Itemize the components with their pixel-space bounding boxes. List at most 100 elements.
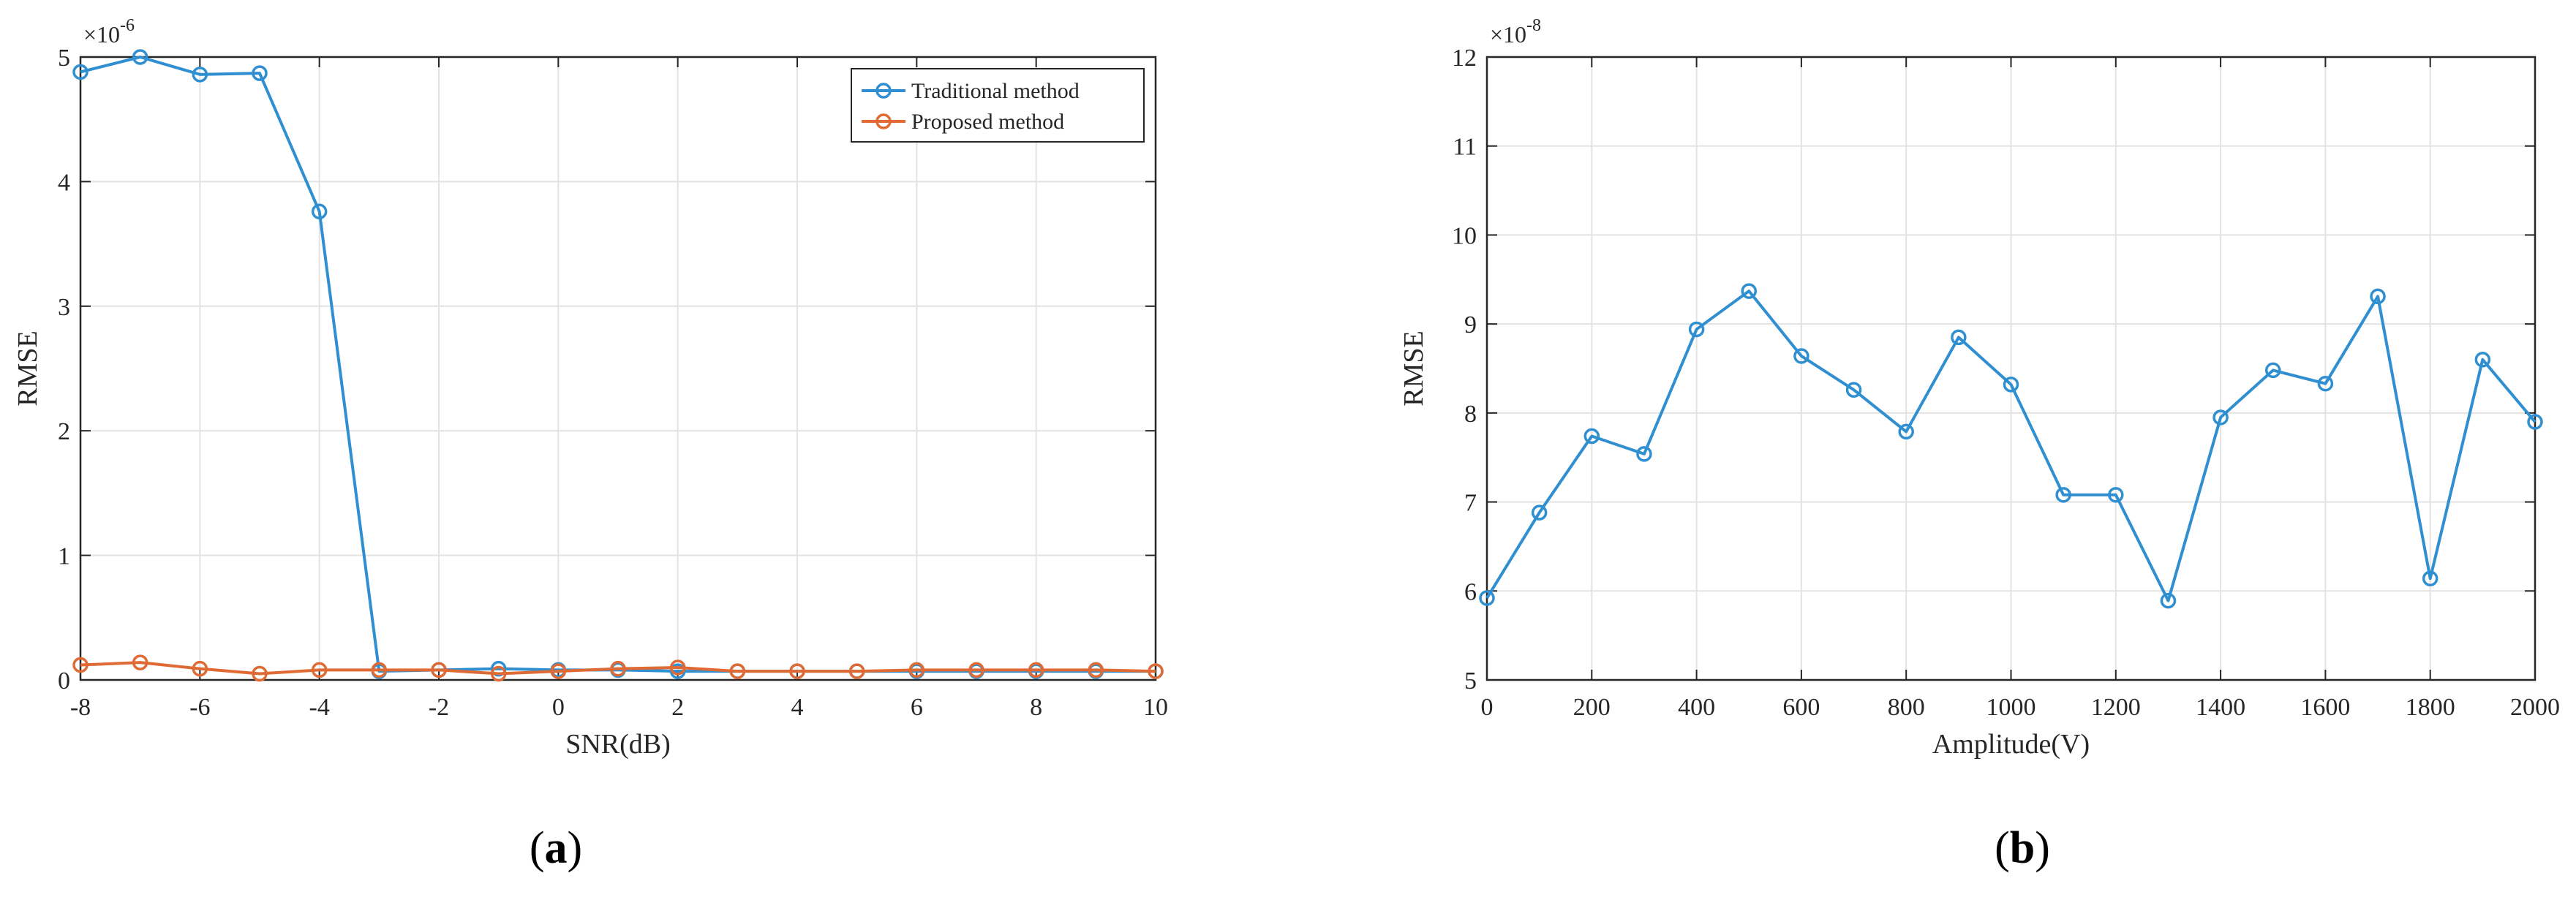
legend-label: Traditional method — [911, 79, 1080, 103]
data-point — [2527, 414, 2543, 430]
y-tick-label: 11 — [1453, 134, 1477, 161]
legend-swatch-marker — [875, 83, 892, 99]
data-point — [2422, 570, 2438, 586]
y-tick-label: 5 — [58, 45, 70, 72]
data-point — [1088, 662, 1104, 678]
data-point — [1741, 283, 1757, 299]
x-tick-label: 0 — [552, 694, 565, 721]
data-point — [72, 657, 88, 673]
data-point — [908, 662, 925, 678]
data-point — [2055, 487, 2071, 503]
data-point — [252, 65, 268, 81]
data-point — [490, 660, 507, 677]
data-point — [371, 662, 388, 678]
x-tick-label: 4 — [791, 694, 804, 721]
data-point — [1688, 321, 1705, 338]
y-axis-label: RMSE — [12, 330, 43, 406]
chart-panel-b: 0 200 400 600 800 1000 1200 1400 1600 1800 2000 5 6 7… — [1398, 16, 2560, 873]
data-point — [789, 663, 805, 679]
x-tick-label: 2 — [671, 694, 684, 721]
x-tick-label: 1400 — [2196, 694, 2245, 721]
x-tick-label: 0 — [1481, 694, 1494, 721]
series-line-amplitude — [1485, 290, 2537, 602]
y-tick-label: 0 — [58, 668, 70, 695]
y-tick-label: 7 — [1464, 490, 1477, 517]
legend-label: Proposed method — [911, 110, 1064, 134]
x-axis-label: Amplitude(V) — [1932, 729, 2090, 760]
data-point — [848, 663, 865, 679]
y-tick-label: 5 — [1464, 668, 1477, 695]
x-tick-label: 1000 — [1986, 694, 2036, 721]
x-tick-label: -6 — [189, 694, 210, 721]
data-point — [2317, 375, 2334, 392]
x-tick-label: -8 — [70, 694, 91, 721]
data-point — [1028, 662, 1044, 678]
x-tick-label: 8 — [1030, 694, 1042, 721]
y-tick-label: 8 — [1464, 401, 1477, 428]
data-point — [132, 49, 148, 65]
data-point — [192, 67, 208, 83]
data-point — [311, 662, 328, 678]
data-point — [2265, 362, 2281, 379]
data-point — [1951, 329, 1967, 346]
x-tick-label: 1200 — [2091, 694, 2141, 721]
data-point — [1636, 446, 1652, 462]
x-tick-label: 2000 — [2510, 694, 2560, 721]
y-tick-label: 2 — [58, 418, 70, 445]
data-point — [2474, 352, 2491, 368]
y-exponent-label: ×10-8 — [1490, 16, 1541, 48]
data-point — [1148, 663, 1164, 679]
y-tick-label: 9 — [1464, 311, 1477, 339]
x-tick-label: -4 — [309, 694, 330, 721]
data-point — [192, 660, 208, 677]
x-tick-label: -2 — [429, 694, 449, 721]
data-point — [1898, 423, 1914, 440]
data-point — [72, 64, 88, 80]
y-tick-label: 1 — [58, 543, 70, 570]
x-tick-label: 800 — [1888, 694, 1925, 721]
legend: Traditional method Proposed method — [851, 68, 1145, 143]
legend-swatch-marker — [875, 113, 892, 129]
plot-frame — [79, 56, 1157, 681]
x-tick-label: 10 — [1143, 694, 1168, 721]
data-point — [2003, 377, 2019, 393]
data-point — [1479, 590, 1495, 606]
panel-label: (a) — [530, 823, 582, 873]
x-tick-label: 600 — [1782, 694, 1820, 721]
data-point — [2212, 409, 2229, 426]
data-point — [1531, 504, 1548, 521]
data-point — [2108, 487, 2124, 503]
x-tick-label: 1800 — [2406, 694, 2455, 721]
data-point — [431, 662, 447, 678]
data-point — [2370, 288, 2386, 305]
series-line-proposed-method — [80, 661, 1156, 676]
data-point — [729, 663, 746, 679]
data-point — [968, 662, 984, 678]
y-tick-label: 3 — [58, 294, 70, 321]
data-point — [252, 665, 268, 682]
series-line-traditional-method — [80, 56, 1156, 673]
data-point — [669, 659, 686, 676]
data-point — [550, 663, 567, 679]
y-tick-label: 10 — [1452, 222, 1477, 249]
y-exponent-label: ×10-6 — [83, 16, 135, 48]
data-point — [610, 660, 626, 677]
x-axis-label: SNR(dB) — [565, 729, 671, 760]
y-axis-label: RMSE — [1398, 330, 1429, 406]
data-point — [490, 665, 507, 682]
panel-label: (b) — [1995, 823, 2050, 873]
data-point — [1845, 382, 1862, 398]
legend-box — [851, 68, 1145, 143]
y-tick-label: 6 — [1464, 578, 1477, 605]
chart-panel-a: -8 -6 -4 -2 0 2 4 6 8 10 0 1 2 3 4 5 ×10-6 SNR(dB) RMSE Tra… — [12, 16, 1168, 873]
data-point — [1793, 348, 1809, 364]
y-tick-label: 4 — [58, 169, 70, 196]
data-point — [311, 203, 328, 220]
x-tick-label: 1600 — [2300, 694, 2350, 721]
data-point — [2160, 592, 2177, 609]
data-point — [1583, 428, 1600, 445]
x-tick-label: 200 — [1573, 694, 1611, 721]
y-tick-label: 12 — [1452, 45, 1477, 72]
x-tick-label: 6 — [911, 694, 923, 721]
